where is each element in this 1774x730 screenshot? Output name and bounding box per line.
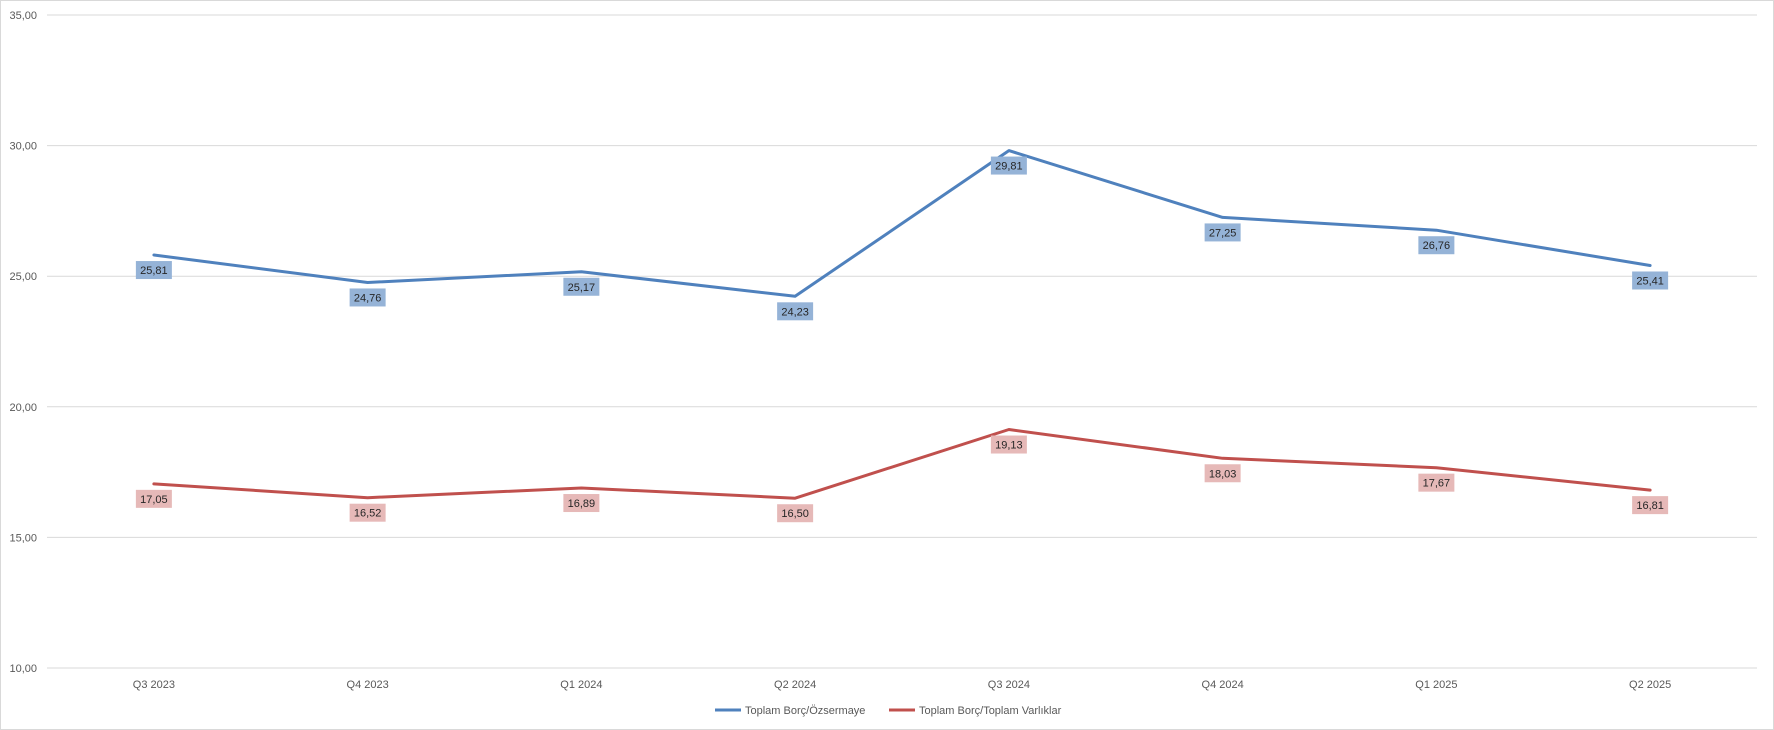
legend-label: Toplam Borç/Toplam Varlıklar [919, 705, 1062, 717]
data-label-box [135, 489, 172, 508]
data-label-value: 18,03 [1209, 468, 1237, 480]
data-label-value: 25,81 [140, 265, 168, 277]
data-label: 26,76 [1418, 236, 1455, 255]
x-tick-label: Q3 2023 [133, 679, 175, 691]
data-label-box [1204, 223, 1241, 242]
data-label: 16,52 [349, 503, 386, 522]
data-label: 25,17 [563, 277, 600, 296]
data-label: 16,50 [777, 504, 814, 523]
data-label-box [349, 288, 386, 307]
data-label: 25,41 [1632, 271, 1669, 290]
data-label-box [349, 503, 386, 522]
y-tick-label: 30,00 [9, 141, 37, 153]
data-label-box [1632, 496, 1669, 515]
gridlines [47, 14, 1757, 669]
data-label-box [990, 435, 1027, 454]
data-label-value: 16,50 [781, 508, 809, 520]
x-tick-label: Q4 2024 [1202, 679, 1244, 691]
data-label-value: 16,89 [568, 498, 596, 510]
x-tick-label: Q1 2025 [1415, 679, 1457, 691]
data-labels: 25,81 24,76 25,17 24,23 29,81 27,25 26,76 25,41… [135, 156, 1669, 523]
x-tick-label: Q2 2025 [1629, 679, 1671, 691]
legend-item: Toplam Borç/Özsermaye [715, 705, 865, 717]
y-tick-label: 15,00 [9, 532, 37, 544]
legend-label: Toplam Borç/Özsermaye [745, 705, 865, 717]
data-label-value: 24,76 [354, 292, 382, 304]
data-label-value: 24,23 [781, 306, 809, 318]
data-label: 29,81 [990, 156, 1027, 175]
data-label-box [135, 261, 172, 280]
x-axis: Q3 2023 Q4 2023 Q1 2024 Q2 2024 Q3 2024 Q4 20… [133, 679, 1671, 691]
data-label: 17,05 [135, 489, 172, 508]
series-line-2 [152, 428, 1652, 500]
data-label-value: 16,81 [1636, 500, 1664, 512]
data-label: 18,03 [1204, 464, 1241, 483]
data-label-box [777, 504, 814, 523]
x-tick-label: Q3 2024 [988, 679, 1030, 691]
data-label-value: 29,81 [995, 161, 1023, 173]
data-label-value: 25,41 [1636, 275, 1664, 287]
data-label: 17,67 [1418, 473, 1455, 492]
data-label: 27,25 [1204, 223, 1241, 242]
data-label: 16,81 [1632, 496, 1669, 515]
x-tick-label: Q2 2024 [774, 679, 816, 691]
y-tick-label: 10,00 [9, 663, 37, 675]
x-tick-label: Q1 2024 [560, 679, 602, 691]
data-label-box [563, 277, 600, 296]
data-label-value: 27,25 [1209, 227, 1237, 239]
data-label-box [1418, 473, 1455, 492]
data-label-box [1632, 271, 1669, 290]
y-tick-label: 35,00 [9, 10, 37, 22]
data-label: 24,23 [777, 302, 814, 321]
data-label-value: 19,13 [995, 440, 1023, 452]
data-label: 16,89 [563, 494, 600, 513]
data-label-value: 17,05 [140, 494, 168, 506]
data-label-value: 25,17 [568, 282, 596, 294]
data-label-value: 16,52 [354, 508, 382, 520]
legend-item: Toplam Borç/Toplam Varlıklar [889, 705, 1062, 717]
data-label-value: 26,76 [1423, 240, 1451, 252]
x-tick-label: Q4 2023 [347, 679, 389, 691]
series-lines [152, 149, 1652, 500]
legend: Toplam Borç/Özsermaye Toplam Borç/Toplam … [715, 705, 1062, 717]
y-axis: 10,00 15,00 20,00 25,00 30,00 35,00 [9, 10, 37, 675]
y-tick-label: 20,00 [9, 402, 37, 414]
data-label-box [990, 156, 1027, 175]
data-label: 19,13 [990, 435, 1027, 454]
data-label: 24,76 [349, 288, 386, 307]
series-line-1 [152, 149, 1652, 298]
y-tick-label: 25,00 [9, 271, 37, 283]
data-label-box [1418, 236, 1455, 255]
data-label-box [563, 494, 600, 513]
data-label-box [777, 302, 814, 321]
data-label: 25,81 [135, 261, 172, 280]
data-label-value: 17,67 [1423, 478, 1451, 490]
data-label-box [1204, 464, 1241, 483]
